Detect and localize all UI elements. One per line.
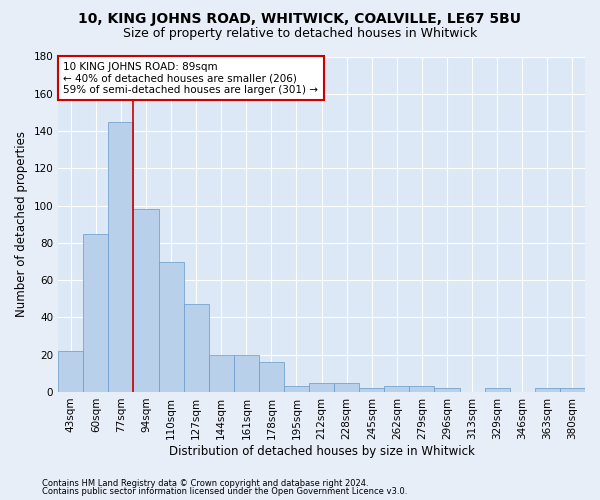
Bar	[284, 386, 309, 392]
Text: 10, KING JOHNS ROAD, WHITWICK, COALVILLE, LE67 5BU: 10, KING JOHNS ROAD, WHITWICK, COALVILLE…	[79, 12, 521, 26]
Bar	[158, 262, 184, 392]
Bar	[385, 386, 409, 392]
X-axis label: Distribution of detached houses by size in Whitwick: Distribution of detached houses by size …	[169, 444, 475, 458]
Bar	[58, 351, 83, 392]
Bar	[434, 388, 460, 392]
Text: 10 KING JOHNS ROAD: 89sqm
← 40% of detached houses are smaller (206)
59% of semi: 10 KING JOHNS ROAD: 89sqm ← 40% of detac…	[64, 62, 319, 94]
Bar	[184, 304, 209, 392]
Bar	[133, 210, 158, 392]
Text: Contains public sector information licensed under the Open Government Licence v3: Contains public sector information licen…	[42, 487, 407, 496]
Bar	[209, 354, 234, 392]
Bar	[485, 388, 510, 392]
Y-axis label: Number of detached properties: Number of detached properties	[15, 131, 28, 317]
Bar	[83, 234, 109, 392]
Bar	[334, 382, 359, 392]
Bar	[309, 382, 334, 392]
Bar	[560, 388, 585, 392]
Text: Contains HM Land Registry data © Crown copyright and database right 2024.: Contains HM Land Registry data © Crown c…	[42, 478, 368, 488]
Bar	[359, 388, 385, 392]
Bar	[409, 386, 434, 392]
Text: Size of property relative to detached houses in Whitwick: Size of property relative to detached ho…	[123, 28, 477, 40]
Bar	[535, 388, 560, 392]
Bar	[234, 354, 259, 392]
Bar	[109, 122, 133, 392]
Bar	[259, 362, 284, 392]
